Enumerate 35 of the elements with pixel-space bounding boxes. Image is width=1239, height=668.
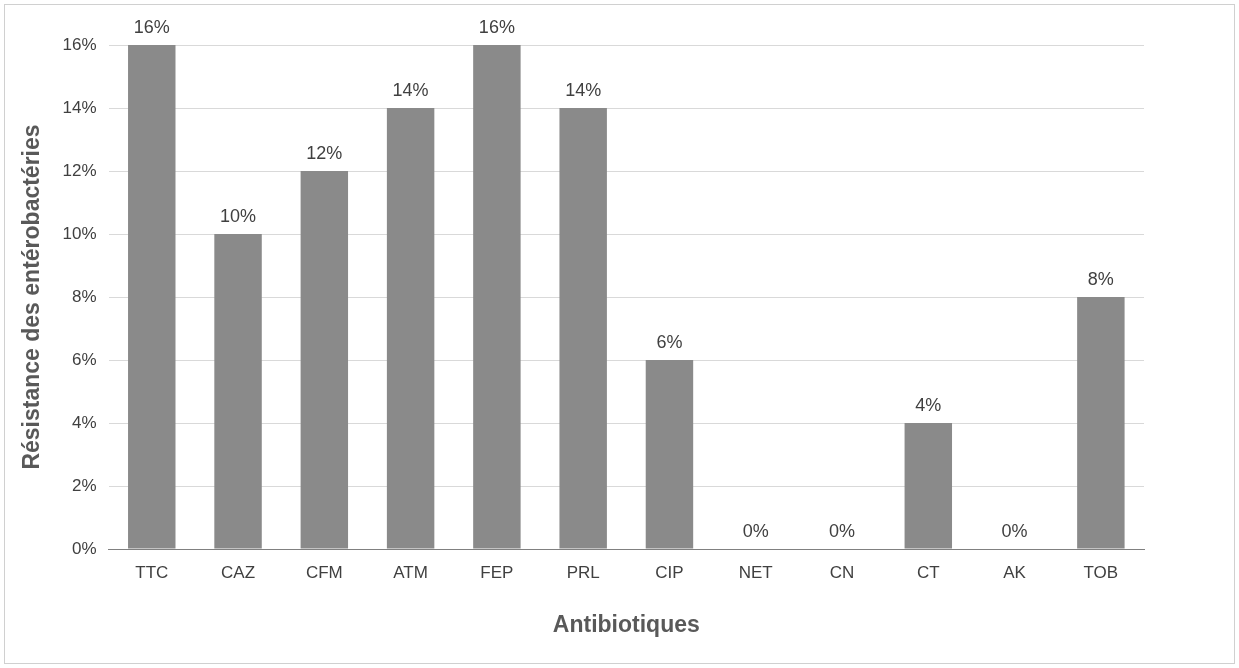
data-label: 0% (742, 520, 769, 541)
data-label: 0% (1001, 520, 1028, 541)
x-tick-label: CT (916, 562, 940, 582)
x-tick-label: ATM (393, 562, 428, 582)
x-tick-label: CFM (305, 562, 343, 582)
x-tick-label: TOB (1083, 562, 1119, 582)
x-tick-label: CIP (655, 562, 684, 582)
x-tick-label: FEP (480, 562, 514, 582)
y-tick-label: 0% (72, 538, 97, 558)
x-tick-label: PRL (566, 562, 600, 582)
y-tick-label: 10% (62, 223, 97, 243)
data-label: 12% (306, 142, 343, 163)
data-label: 4% (915, 394, 942, 415)
x-tick-label: NET (738, 562, 773, 582)
x-tick-label: AK (1003, 562, 1027, 582)
y-tick-label: 6% (72, 349, 97, 369)
data-label: 16% (478, 16, 515, 37)
y-tick-label: 12% (62, 160, 97, 180)
y-tick-label: 2% (72, 475, 97, 495)
data-label: 0% (829, 520, 856, 541)
x-tick-label: CAZ (221, 562, 256, 582)
data-label: 14% (392, 79, 429, 100)
data-label: 8% (1087, 268, 1114, 289)
y-tick-label: 14% (62, 97, 97, 117)
x-tick-label: TTC (135, 562, 169, 582)
data-label: 10% (220, 205, 257, 226)
data-label: 6% (656, 331, 683, 352)
y-tick-label: 8% (72, 286, 97, 306)
y-tick-label: 16% (62, 34, 97, 54)
data-label: 14% (565, 79, 602, 100)
y-axis-title: Résistance des entérobactéries (18, 124, 45, 470)
x-axis-title: Antibiotiques (552, 610, 700, 637)
data-label: 16% (133, 16, 170, 37)
x-tick-label: CN (829, 562, 855, 582)
y-tick-label: 4% (72, 412, 97, 432)
